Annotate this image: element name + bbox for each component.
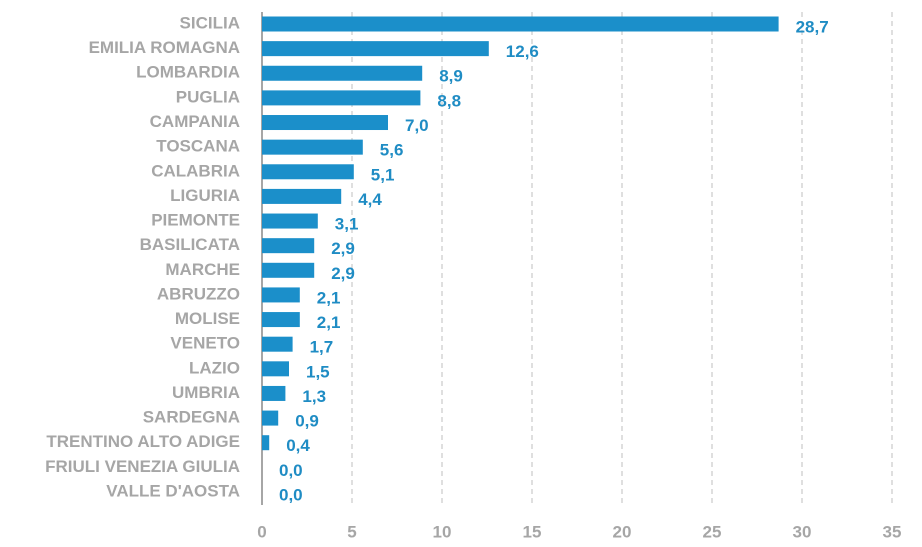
x-tick-label: 35 [883, 522, 902, 541]
y-tick-label: ABRUZZO [157, 284, 240, 303]
value-label: 5,6 [380, 141, 404, 160]
bar [262, 188, 342, 204]
bar [262, 90, 421, 106]
y-tick-label: PUGLIA [176, 87, 240, 106]
value-label: 2,1 [317, 288, 341, 307]
bar [262, 41, 489, 57]
bar [262, 262, 315, 278]
value-label: 0,0 [279, 461, 303, 480]
bar [262, 336, 293, 352]
value-label: 2,9 [331, 264, 355, 283]
bar [262, 115, 388, 131]
y-tick-label: SARDEGNA [143, 408, 240, 427]
value-label: 2,1 [317, 313, 341, 332]
x-tick-label: 0 [257, 522, 266, 541]
y-tick-label: FRIULI VENEZIA GIULIA [45, 457, 240, 476]
y-tick-label: EMILIA ROMAGNA [89, 38, 240, 57]
value-label: 7,0 [405, 116, 429, 135]
bar [262, 361, 289, 377]
value-label: 8,8 [437, 91, 461, 110]
bar [262, 238, 315, 254]
value-label: 0,0 [279, 485, 303, 504]
x-tick-label: 30 [793, 522, 812, 541]
y-tick-label: TRENTINO ALTO ADIGE [46, 432, 240, 451]
value-label: 28,7 [796, 17, 829, 36]
x-tick-label: 5 [347, 522, 356, 541]
bar [262, 312, 300, 328]
value-label: 2,9 [331, 239, 355, 258]
bar [262, 435, 270, 451]
y-tick-label: VALLE D'AOSTA [106, 481, 240, 500]
y-tick-label: VENETO [170, 334, 240, 353]
y-tick-label: LIGURIA [170, 186, 240, 205]
bar [262, 164, 354, 180]
y-tick-label: UMBRIA [172, 383, 240, 402]
value-label: 0,4 [286, 436, 310, 455]
x-tick-label: 25 [703, 522, 722, 541]
y-tick-label: CALABRIA [151, 161, 240, 180]
x-tick-label: 10 [433, 522, 452, 541]
value-label: 12,6 [506, 42, 539, 61]
x-tick-label: 15 [523, 522, 542, 541]
value-label: 1,5 [306, 362, 330, 381]
bar [262, 213, 318, 229]
y-tick-label: CAMPANIA [150, 112, 240, 131]
bar [262, 410, 279, 426]
value-label: 5,1 [371, 165, 395, 184]
value-label: 0,9 [295, 412, 319, 431]
y-tick-label: TOSCANA [156, 137, 240, 156]
bar [262, 65, 423, 81]
bar [262, 16, 779, 32]
bar [262, 139, 363, 155]
value-label: 3,1 [335, 215, 359, 234]
x-tick-label: 20 [613, 522, 632, 541]
y-tick-label: MOLISE [175, 309, 240, 328]
y-tick-label: LAZIO [189, 358, 240, 377]
value-label: 8,9 [439, 67, 463, 86]
y-tick-label: MARCHE [165, 260, 240, 279]
y-tick-label: SICILIA [180, 13, 240, 32]
value-label: 1,3 [302, 387, 326, 406]
bar [262, 287, 300, 303]
bar [262, 385, 286, 401]
y-tick-label: BASILICATA [140, 235, 240, 254]
y-tick-label: PIEMONTE [151, 211, 240, 230]
value-label: 4,4 [358, 190, 382, 209]
y-tick-label: LOMBARDIA [136, 63, 240, 82]
value-label: 1,7 [310, 338, 334, 357]
